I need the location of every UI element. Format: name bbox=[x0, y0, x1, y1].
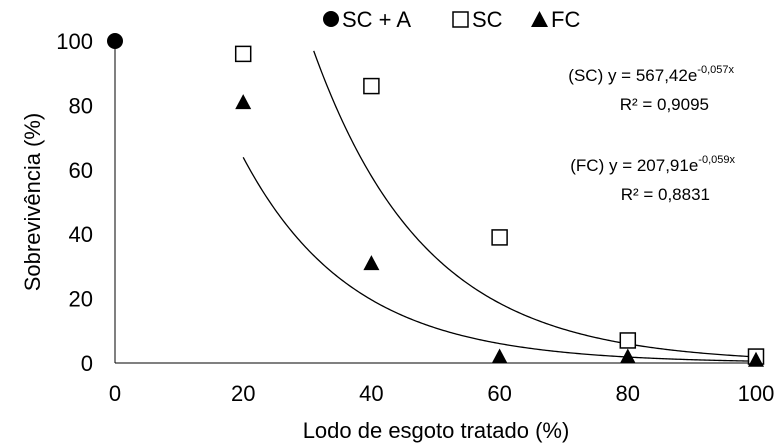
legend-marker-sc bbox=[452, 11, 469, 28]
y-tick-label: 20 bbox=[69, 287, 93, 312]
x-tick-label: 80 bbox=[616, 381, 640, 406]
point-sc bbox=[234, 45, 252, 63]
x-tick-label: 20 bbox=[231, 381, 255, 406]
fc-equation-exponent: -0,059x bbox=[698, 154, 735, 166]
data-points bbox=[107, 33, 765, 367]
sc-equation-exponent: -0,057x bbox=[697, 64, 734, 76]
y-tick-label: 40 bbox=[69, 222, 93, 247]
y-axis-title: Sobrevivência (%) bbox=[20, 113, 45, 292]
point-sc-a bbox=[107, 33, 123, 49]
legend-label-fc: FC bbox=[551, 7, 580, 32]
point-sc bbox=[363, 77, 380, 95]
point-sc bbox=[619, 332, 637, 349]
x-tick-label: 0 bbox=[109, 381, 121, 406]
legend-marker-sc-a bbox=[323, 11, 339, 27]
y-tick-label: 60 bbox=[69, 158, 93, 183]
y-tick-label: 80 bbox=[69, 93, 93, 118]
x-tick-label: 100 bbox=[738, 381, 775, 406]
legend-label-sc: SC bbox=[472, 7, 503, 32]
legend-label-sc-a: SC + A bbox=[342, 7, 411, 32]
trendlines bbox=[242, 50, 757, 362]
x-tick-label: 40 bbox=[359, 381, 383, 406]
sc-equation-prefix: (SC) y = 567,42e bbox=[568, 66, 697, 85]
point-fc bbox=[363, 255, 380, 271]
sc-equation: (SC) y = 567,42e-0,057x bbox=[568, 64, 734, 85]
fc-equation: (FC) y = 207,91e-0,059x bbox=[570, 154, 735, 175]
x-tick-labels: 0 20 40 60 80 100 bbox=[109, 381, 774, 406]
point-sc bbox=[491, 229, 508, 246]
axes bbox=[114, 39, 758, 364]
point-fc bbox=[619, 348, 636, 364]
y-tick-labels: 0 20 40 60 80 100 bbox=[56, 29, 93, 376]
point-fc bbox=[235, 94, 252, 110]
trendline-sc bbox=[313, 50, 757, 358]
point-fc bbox=[748, 351, 764, 367]
trendline-fc bbox=[242, 156, 757, 362]
y-tick-label: 0 bbox=[81, 351, 93, 376]
x-axis-title: Lodo de esgoto tratado (%) bbox=[303, 418, 570, 443]
fc-r-squared: R² = 0,8831 bbox=[621, 185, 710, 204]
fc-equation-prefix: (FC) y = 207,91e bbox=[570, 156, 698, 175]
sc-r-squared: R² = 0,9095 bbox=[620, 95, 709, 114]
legend: SC + A SC FC bbox=[323, 7, 580, 32]
point-fc bbox=[491, 348, 508, 364]
x-tick-label: 60 bbox=[487, 381, 511, 406]
y-tick-label: 100 bbox=[56, 29, 93, 54]
legend-marker-fc bbox=[531, 11, 548, 27]
